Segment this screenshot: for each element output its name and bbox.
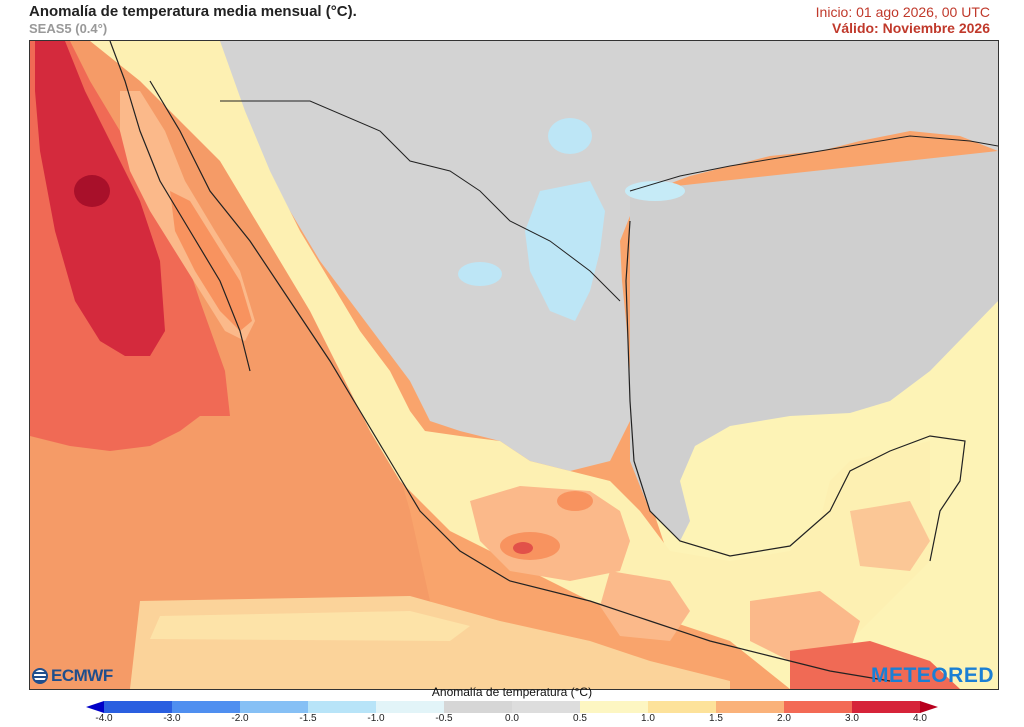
baja-west-coastline: [109, 41, 251, 372]
valid-time: Válido: Noviembre 2026: [832, 20, 990, 36]
colorbar-segment: [580, 701, 649, 713]
colorbar-arrow-low: [86, 701, 104, 713]
colorbar-tick-label: -0.5: [435, 713, 453, 724]
colorbar-segment: [716, 701, 785, 713]
south-mexico-orange: [470, 486, 630, 581]
anomaly-map[interactable]: [29, 40, 999, 690]
south-coast-orange: [600, 571, 690, 641]
blue-patch-texas: [525, 181, 605, 321]
gulf-grey-zone: [630, 151, 998, 541]
colorbar-segment: [852, 701, 921, 713]
colorbar-tick-label: 0.0: [505, 713, 519, 724]
colorbar-segment: [172, 701, 241, 713]
pacific-southeast-red: [790, 641, 960, 689]
mexico-gulf-coastline: [625, 220, 966, 562]
colorbar-segment: [308, 701, 377, 713]
colorbar-tick-label: 1.5: [709, 713, 723, 724]
map-canvas: [30, 41, 998, 689]
colorbar-segment: [376, 701, 445, 713]
colorbar-tick-label: 2.0: [777, 713, 791, 724]
colorbar-tick-label: 3.0: [845, 713, 859, 724]
colorbar-segment: [784, 701, 853, 713]
blue-patch-central: [458, 262, 502, 286]
colorbar-tick-label: -1.0: [367, 713, 385, 724]
blue-patch-coast: [625, 181, 685, 201]
yucatan-orange: [850, 501, 930, 571]
colorbar-segment: [648, 701, 717, 713]
colorbar-segment: [104, 701, 173, 713]
mexico-pacific-coastline: [149, 80, 891, 682]
colorbar-segment: [444, 701, 513, 713]
pacific-maximum: [74, 175, 110, 207]
us-gulf-coastline: [629, 135, 998, 192]
baja-hot-zone: [170, 191, 252, 331]
colorbar: [86, 701, 938, 713]
ecmwf-globe-icon: [32, 668, 48, 684]
model-subtitle: SEAS5 (0.4°): [29, 21, 108, 36]
land-grey-north: [220, 41, 998, 471]
central-america-orange: [750, 591, 860, 661]
init-time: Inicio: 01 ago 2026, 00 UTC: [815, 4, 990, 20]
blue-patch-north: [548, 118, 592, 154]
map-title: Anomalía de temperatura media mensual (°…: [29, 3, 357, 20]
colorbar-segment: [512, 701, 581, 713]
south-mexico-hot-1: [557, 491, 593, 511]
meteored-logo: METEORED: [870, 664, 994, 687]
ecmwf-logo-text: ECMWF: [51, 666, 113, 685]
ecmwf-logo: ECMWF: [32, 666, 113, 686]
colorbar-segment: [240, 701, 309, 713]
colorbar-tick-label: 4.0: [913, 713, 927, 724]
colorbar-tick-label: -2.0: [231, 713, 249, 724]
colorbar-title: Anomalía de temperatura (°C): [431, 685, 593, 699]
colorbar-tick-label: 1.0: [641, 713, 655, 724]
us-mexico-border: [220, 100, 621, 302]
south-mexico-max: [513, 542, 533, 554]
colorbar-tick-label: -1.5: [299, 713, 317, 724]
colorbar-arrow-high: [920, 701, 938, 713]
colorbar-tick-label: 0.5: [573, 713, 587, 724]
colorbar-tick-label: -4.0: [95, 713, 113, 724]
colorbar-tick-label: -3.0: [163, 713, 181, 724]
southern-ocean-pale: [150, 611, 470, 641]
